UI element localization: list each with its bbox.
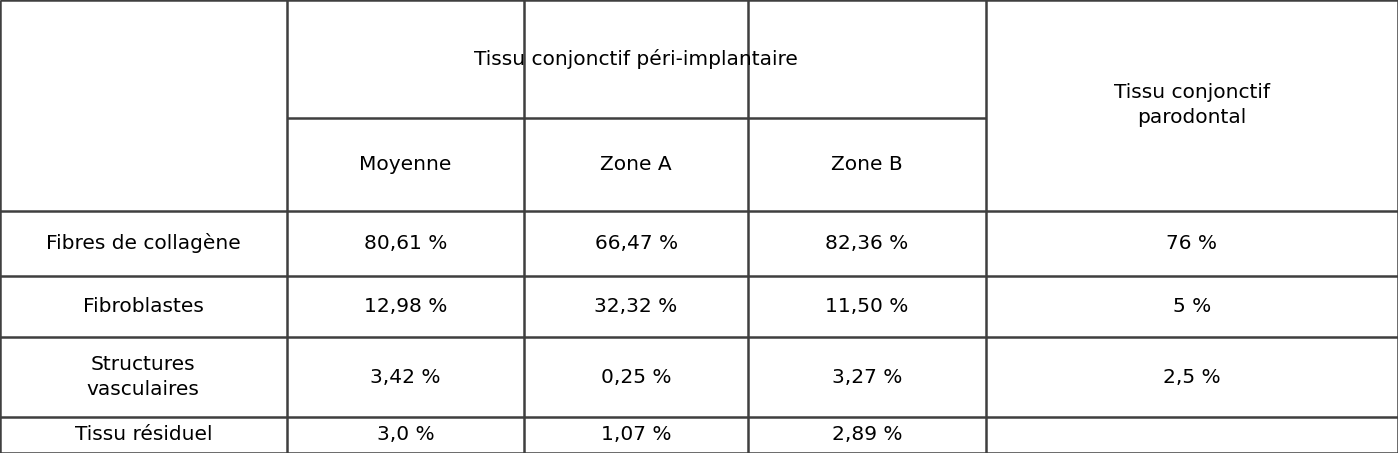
Text: 66,47 %: 66,47 % [594,234,678,253]
Text: 5 %: 5 % [1173,298,1211,316]
Text: Fibroblastes: Fibroblastes [82,298,204,316]
Text: 11,50 %: 11,50 % [825,298,909,316]
Text: Fibres de collagène: Fibres de collagène [46,233,240,254]
Text: Tissu conjonctif
parodontal: Tissu conjonctif parodontal [1114,83,1269,127]
Text: 80,61 %: 80,61 % [363,234,447,253]
Text: 0,25 %: 0,25 % [601,368,671,386]
Text: 12,98 %: 12,98 % [363,298,447,316]
Text: Moyenne: Moyenne [359,155,452,173]
Text: 3,27 %: 3,27 % [832,368,902,386]
Text: 32,32 %: 32,32 % [594,298,678,316]
Text: 76 %: 76 % [1166,234,1218,253]
Text: Tissu résiduel: Tissu résiduel [74,425,212,444]
Text: Zone A: Zone A [600,155,672,173]
Text: 3,42 %: 3,42 % [370,368,440,386]
Text: Zone B: Zone B [830,155,903,173]
Text: 2,5 %: 2,5 % [1163,368,1220,386]
Text: 2,89 %: 2,89 % [832,425,902,444]
Text: Tissu conjonctif péri-implantaire: Tissu conjonctif péri-implantaire [474,49,798,69]
Text: Structures
vasculaires: Structures vasculaires [87,355,200,399]
Text: 3,0 %: 3,0 % [376,425,435,444]
Text: 82,36 %: 82,36 % [825,234,909,253]
Text: 1,07 %: 1,07 % [601,425,671,444]
